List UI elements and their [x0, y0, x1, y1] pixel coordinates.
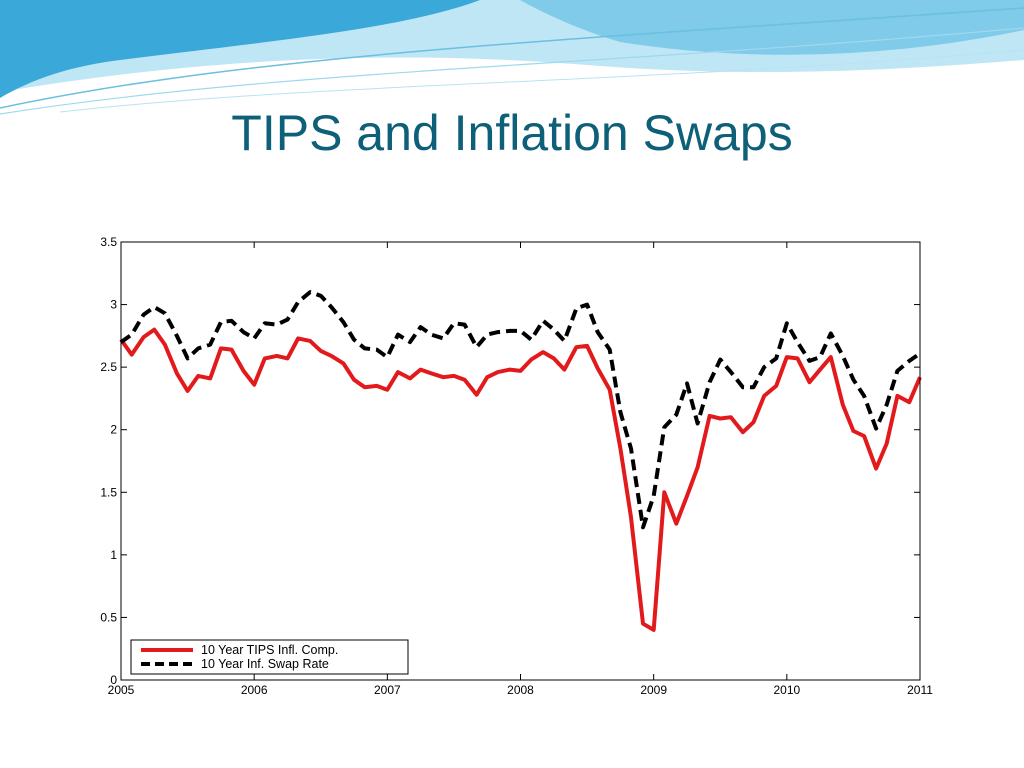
- x-tick-label: 2006: [241, 683, 268, 697]
- y-tick-label: 1: [110, 548, 117, 562]
- x-tick-label: 2011: [907, 683, 933, 697]
- chart: 2005 2006 2007 2008 2009 2010 2011 0 0.5 1 1.5 2 2.5…: [78, 222, 956, 702]
- legend-label-inf-swap-rate: 10 Year Inf. Swap Rate: [201, 657, 329, 671]
- y-tick-label: 2.5: [100, 360, 117, 374]
- wave-line-3: [59, 49, 1024, 113]
- slide-title: TIPS and Inflation Swaps: [231, 105, 793, 161]
- x-tick-label: 2009: [640, 683, 667, 697]
- series-line-tips-infl-comp: [119, 327, 922, 632]
- y-tick-label: 3: [110, 298, 117, 312]
- series-line-inf-swap-rate: [119, 290, 922, 530]
- legend-box: [130, 639, 409, 675]
- x-tick-label: 2005: [108, 683, 135, 697]
- y-tick-label: 2: [110, 423, 117, 437]
- axes: 2005 2006 2007 2008 2009 2010 2011 0 0.5 1 1.5 2 2.5…: [100, 235, 933, 697]
- wave-line-1: [0, 7, 1024, 109]
- wave-line-2: [0, 27, 1024, 115]
- y-tick-label: 0.5: [100, 610, 117, 624]
- y-tick-label: 1.5: [100, 485, 117, 499]
- y-tick-label: 0: [110, 673, 117, 687]
- wave-band-dark: [0, 0, 480, 98]
- y-tick-label: 3.5: [100, 235, 117, 249]
- x-tick-label: 2008: [507, 683, 534, 697]
- x-tick-label: 2010: [773, 683, 800, 697]
- x-tick-label: 2007: [374, 683, 401, 697]
- wave-band-mid: [520, 0, 1024, 55]
- plot-area: [119, 290, 922, 632]
- legend-label-tips-infl-comp: 10 Year TIPS Infl. Comp.: [201, 643, 338, 657]
- legend: 10 Year TIPS Infl. Comp.10 Year Inf. Swa…: [130, 639, 409, 675]
- header-wave-decoration: [0, 0, 1024, 115]
- chart-background: [78, 222, 956, 702]
